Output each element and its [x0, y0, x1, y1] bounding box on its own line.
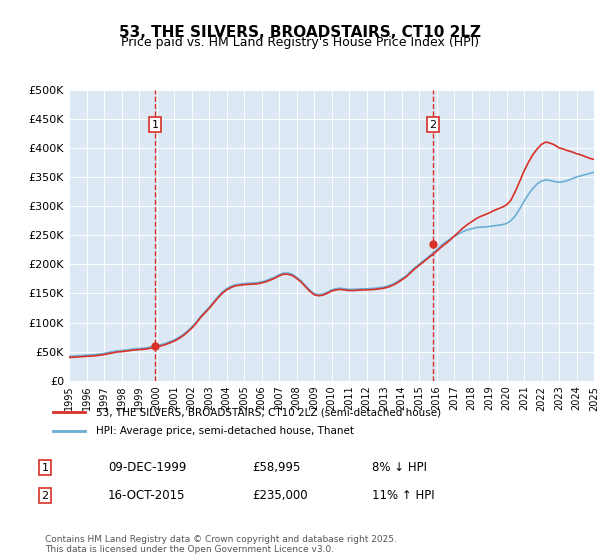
Text: 1: 1	[152, 119, 158, 129]
Text: 1: 1	[41, 463, 49, 473]
Text: HPI: Average price, semi-detached house, Thanet: HPI: Average price, semi-detached house,…	[96, 426, 354, 436]
Text: 53, THE SILVERS, BROADSTAIRS, CT10 2LZ (semi-detached house): 53, THE SILVERS, BROADSTAIRS, CT10 2LZ (…	[96, 407, 441, 417]
Text: 09-DEC-1999: 09-DEC-1999	[108, 461, 187, 474]
Text: £58,995: £58,995	[252, 461, 301, 474]
Text: 53, THE SILVERS, BROADSTAIRS, CT10 2LZ: 53, THE SILVERS, BROADSTAIRS, CT10 2LZ	[119, 25, 481, 40]
Text: 8% ↓ HPI: 8% ↓ HPI	[372, 461, 427, 474]
Text: Contains HM Land Registry data © Crown copyright and database right 2025.
This d: Contains HM Land Registry data © Crown c…	[45, 535, 397, 554]
Text: 2: 2	[41, 491, 49, 501]
Text: 11% ↑ HPI: 11% ↑ HPI	[372, 489, 434, 502]
Text: 16-OCT-2015: 16-OCT-2015	[108, 489, 185, 502]
Text: Price paid vs. HM Land Registry's House Price Index (HPI): Price paid vs. HM Land Registry's House …	[121, 36, 479, 49]
Text: £235,000: £235,000	[252, 489, 308, 502]
Text: 2: 2	[429, 119, 436, 129]
